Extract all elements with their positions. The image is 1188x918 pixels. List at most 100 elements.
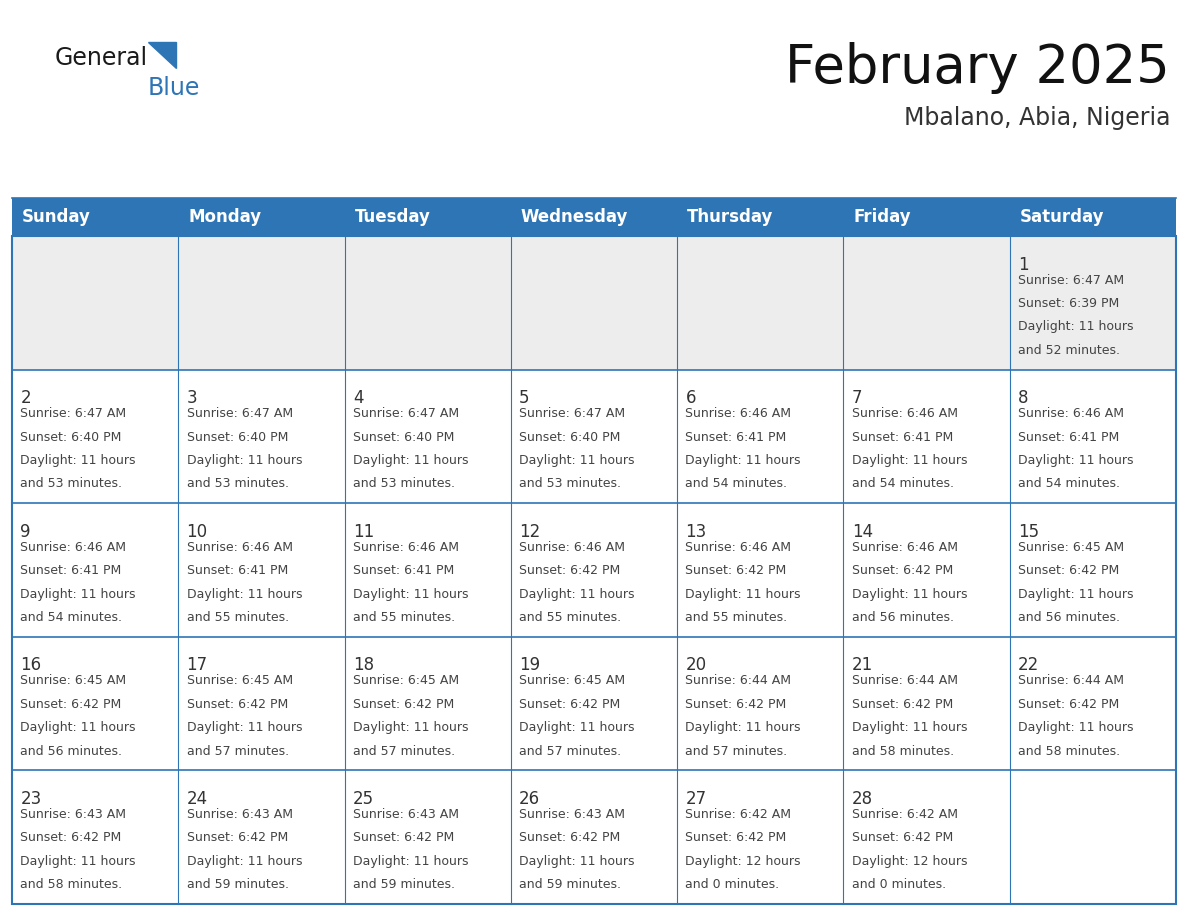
Polygon shape: [148, 42, 176, 68]
Text: Sunset: 6:41 PM: Sunset: 6:41 PM: [852, 431, 953, 443]
Text: and 55 minutes.: and 55 minutes.: [353, 611, 455, 624]
Text: Daylight: 11 hours: Daylight: 11 hours: [20, 454, 135, 467]
Text: and 57 minutes.: and 57 minutes.: [685, 744, 788, 757]
Text: 5: 5: [519, 389, 530, 408]
Text: and 54 minutes.: and 54 minutes.: [20, 611, 122, 624]
Text: 18: 18: [353, 656, 374, 675]
Text: Daylight: 11 hours: Daylight: 11 hours: [353, 454, 468, 467]
Text: Sunset: 6:42 PM: Sunset: 6:42 PM: [353, 832, 454, 845]
Text: Sunrise: 6:46 AM: Sunrise: 6:46 AM: [852, 408, 958, 420]
Text: and 59 minutes.: and 59 minutes.: [353, 879, 455, 891]
Text: and 58 minutes.: and 58 minutes.: [1018, 744, 1120, 757]
Text: Sunset: 6:42 PM: Sunset: 6:42 PM: [1018, 698, 1119, 711]
Text: Sunrise: 6:47 AM: Sunrise: 6:47 AM: [1018, 274, 1124, 286]
Text: Sunset: 6:42 PM: Sunset: 6:42 PM: [519, 698, 620, 711]
Text: Daylight: 11 hours: Daylight: 11 hours: [852, 454, 967, 467]
Text: 15: 15: [1018, 523, 1040, 541]
Text: Sunset: 6:42 PM: Sunset: 6:42 PM: [187, 698, 287, 711]
Text: and 58 minutes.: and 58 minutes.: [20, 879, 122, 891]
Text: Sunrise: 6:47 AM: Sunrise: 6:47 AM: [519, 408, 625, 420]
Text: 16: 16: [20, 656, 42, 675]
Text: and 59 minutes.: and 59 minutes.: [187, 879, 289, 891]
Text: Sunset: 6:40 PM: Sunset: 6:40 PM: [20, 431, 121, 443]
Text: 27: 27: [685, 790, 707, 808]
Text: and 0 minutes.: and 0 minutes.: [685, 879, 779, 891]
Text: Sunrise: 6:45 AM: Sunrise: 6:45 AM: [1018, 541, 1124, 554]
Text: Sunset: 6:40 PM: Sunset: 6:40 PM: [353, 431, 454, 443]
Text: Sunset: 6:40 PM: Sunset: 6:40 PM: [519, 431, 620, 443]
Text: Sunset: 6:39 PM: Sunset: 6:39 PM: [1018, 297, 1119, 310]
Text: Daylight: 11 hours: Daylight: 11 hours: [187, 722, 302, 734]
Text: Sunset: 6:42 PM: Sunset: 6:42 PM: [519, 565, 620, 577]
Text: Sunrise: 6:45 AM: Sunrise: 6:45 AM: [20, 675, 126, 688]
Text: Daylight: 11 hours: Daylight: 11 hours: [187, 454, 302, 467]
Text: Sunrise: 6:46 AM: Sunrise: 6:46 AM: [1018, 408, 1124, 420]
Text: Daylight: 11 hours: Daylight: 11 hours: [519, 855, 634, 868]
Text: Sunrise: 6:45 AM: Sunrise: 6:45 AM: [187, 675, 292, 688]
Text: Daylight: 11 hours: Daylight: 11 hours: [852, 722, 967, 734]
Text: Sunrise: 6:44 AM: Sunrise: 6:44 AM: [852, 675, 958, 688]
Text: Blue: Blue: [148, 76, 201, 100]
Text: February 2025: February 2025: [785, 42, 1170, 94]
Text: Sunrise: 6:43 AM: Sunrise: 6:43 AM: [187, 808, 292, 821]
Text: Wednesday: Wednesday: [520, 208, 628, 226]
Text: Daylight: 11 hours: Daylight: 11 hours: [20, 722, 135, 734]
Text: 8: 8: [1018, 389, 1029, 408]
Text: and 56 minutes.: and 56 minutes.: [852, 611, 954, 624]
Text: 2: 2: [20, 389, 31, 408]
Bar: [12, 236, 1176, 904]
Text: Mbalano, Abia, Nigeria: Mbalano, Abia, Nigeria: [904, 106, 1170, 130]
Text: Daylight: 11 hours: Daylight: 11 hours: [187, 588, 302, 600]
Text: 19: 19: [519, 656, 541, 675]
Text: Sunrise: 6:43 AM: Sunrise: 6:43 AM: [519, 808, 625, 821]
Text: Sunrise: 6:46 AM: Sunrise: 6:46 AM: [187, 541, 292, 554]
Text: Sunrise: 6:42 AM: Sunrise: 6:42 AM: [685, 808, 791, 821]
Text: Daylight: 11 hours: Daylight: 11 hours: [519, 722, 634, 734]
Text: Sunrise: 6:46 AM: Sunrise: 6:46 AM: [353, 541, 459, 554]
Text: Sunrise: 6:45 AM: Sunrise: 6:45 AM: [353, 675, 459, 688]
Text: General: General: [55, 46, 148, 70]
Text: Sunset: 6:41 PM: Sunset: 6:41 PM: [685, 431, 786, 443]
Text: Sunrise: 6:44 AM: Sunrise: 6:44 AM: [685, 675, 791, 688]
Text: and 52 minutes.: and 52 minutes.: [1018, 344, 1120, 357]
Text: Sunset: 6:41 PM: Sunset: 6:41 PM: [187, 565, 287, 577]
Text: Sunrise: 6:43 AM: Sunrise: 6:43 AM: [353, 808, 459, 821]
Text: and 57 minutes.: and 57 minutes.: [519, 744, 621, 757]
Text: Daylight: 11 hours: Daylight: 11 hours: [685, 454, 801, 467]
Text: Daylight: 11 hours: Daylight: 11 hours: [1018, 722, 1133, 734]
Text: Sunrise: 6:42 AM: Sunrise: 6:42 AM: [852, 808, 958, 821]
Text: and 53 minutes.: and 53 minutes.: [187, 477, 289, 490]
Text: 4: 4: [353, 389, 364, 408]
Text: and 57 minutes.: and 57 minutes.: [187, 744, 289, 757]
Text: and 53 minutes.: and 53 minutes.: [519, 477, 621, 490]
Text: and 55 minutes.: and 55 minutes.: [685, 611, 788, 624]
Text: Sunset: 6:42 PM: Sunset: 6:42 PM: [353, 698, 454, 711]
Bar: [12, 236, 1176, 370]
Text: Daylight: 11 hours: Daylight: 11 hours: [685, 588, 801, 600]
Text: and 54 minutes.: and 54 minutes.: [1018, 477, 1120, 490]
Text: Sunset: 6:42 PM: Sunset: 6:42 PM: [20, 832, 121, 845]
Text: Daylight: 11 hours: Daylight: 11 hours: [852, 588, 967, 600]
Text: Sunset: 6:41 PM: Sunset: 6:41 PM: [20, 565, 121, 577]
Text: and 54 minutes.: and 54 minutes.: [685, 477, 788, 490]
Text: Sunset: 6:41 PM: Sunset: 6:41 PM: [353, 565, 454, 577]
Text: Daylight: 11 hours: Daylight: 11 hours: [353, 588, 468, 600]
Text: Sunrise: 6:44 AM: Sunrise: 6:44 AM: [1018, 675, 1124, 688]
Text: and 59 minutes.: and 59 minutes.: [519, 879, 621, 891]
Text: Daylight: 11 hours: Daylight: 11 hours: [519, 588, 634, 600]
Text: 12: 12: [519, 523, 541, 541]
Text: Sunset: 6:42 PM: Sunset: 6:42 PM: [852, 698, 953, 711]
Text: and 56 minutes.: and 56 minutes.: [20, 744, 122, 757]
Text: Daylight: 11 hours: Daylight: 11 hours: [187, 855, 302, 868]
Text: 13: 13: [685, 523, 707, 541]
Text: and 54 minutes.: and 54 minutes.: [852, 477, 954, 490]
Text: Sunrise: 6:46 AM: Sunrise: 6:46 AM: [685, 408, 791, 420]
Text: Sunrise: 6:46 AM: Sunrise: 6:46 AM: [685, 541, 791, 554]
Text: Sunrise: 6:47 AM: Sunrise: 6:47 AM: [353, 408, 459, 420]
Text: Sunrise: 6:46 AM: Sunrise: 6:46 AM: [519, 541, 625, 554]
Text: Sunrise: 6:43 AM: Sunrise: 6:43 AM: [20, 808, 126, 821]
Text: and 55 minutes.: and 55 minutes.: [519, 611, 621, 624]
Text: Sunset: 6:42 PM: Sunset: 6:42 PM: [685, 698, 786, 711]
Text: Daylight: 11 hours: Daylight: 11 hours: [353, 855, 468, 868]
Text: and 53 minutes.: and 53 minutes.: [353, 477, 455, 490]
